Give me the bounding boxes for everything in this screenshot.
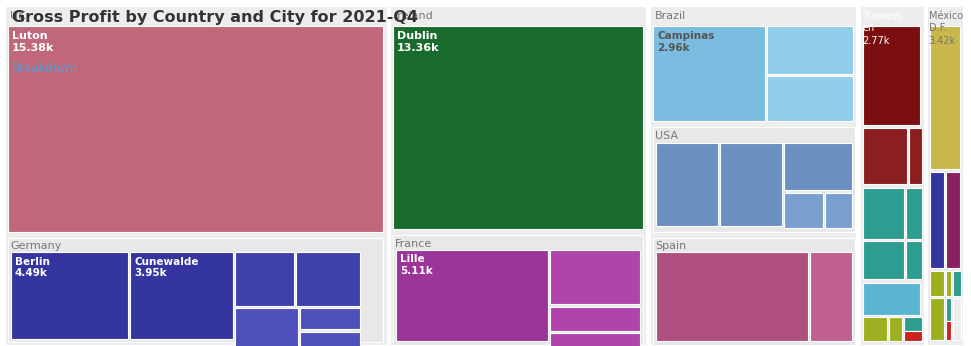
Bar <box>393 26 644 229</box>
Bar <box>863 318 887 341</box>
Bar <box>930 172 944 267</box>
Bar <box>946 172 959 267</box>
Bar <box>5 6 386 345</box>
Bar <box>863 283 920 315</box>
Bar <box>653 238 855 345</box>
Text: Tsawass-
en
2.77k: Tsawass- en 2.77k <box>862 11 905 46</box>
Bar <box>930 26 959 169</box>
Bar <box>767 76 854 121</box>
Bar <box>953 299 960 321</box>
Bar <box>904 330 921 341</box>
Text: UK: UK <box>10 11 25 21</box>
Bar <box>909 128 921 184</box>
Bar <box>296 252 360 306</box>
Bar <box>396 250 548 341</box>
Text: Gross Profit by Country and City for 2021-Q4: Gross Profit by Country and City for 202… <box>12 10 418 25</box>
Text: México
D.F.
3.42k: México D.F. 3.42k <box>928 11 963 46</box>
Bar <box>953 321 960 340</box>
Bar <box>389 6 647 345</box>
Bar <box>653 127 855 232</box>
Text: Breakdown: Breakdown <box>12 62 78 75</box>
Bar <box>863 188 904 239</box>
Bar <box>651 6 856 345</box>
Bar <box>550 250 641 304</box>
Bar <box>656 252 809 341</box>
Bar <box>130 252 233 339</box>
Bar <box>550 333 641 346</box>
Bar <box>784 193 823 228</box>
Text: Ireland: Ireland <box>395 11 433 21</box>
Bar <box>811 252 853 341</box>
Bar <box>393 235 644 345</box>
Bar <box>656 143 718 226</box>
Text: Cunewalde
3.95k: Cunewalde 3.95k <box>134 257 199 279</box>
Text: Berlin
4.49k: Berlin 4.49k <box>15 257 50 279</box>
Bar <box>946 299 951 321</box>
Bar <box>930 299 944 340</box>
Bar <box>767 26 854 74</box>
Bar <box>906 188 921 239</box>
Bar <box>784 143 853 190</box>
Text: Germany: Germany <box>10 242 61 251</box>
Bar <box>653 26 765 121</box>
Bar <box>906 242 921 280</box>
Bar <box>904 318 921 330</box>
Bar <box>720 143 782 226</box>
Text: Lille
5.11k: Lille 5.11k <box>400 254 432 276</box>
Bar <box>953 271 960 296</box>
Text: Brazil: Brazil <box>655 11 686 21</box>
Bar <box>946 271 951 296</box>
Bar <box>930 271 944 296</box>
Text: Campinas
2.96k: Campinas 2.96k <box>657 31 715 53</box>
Bar <box>11 252 128 339</box>
Bar <box>863 26 920 125</box>
Bar <box>235 252 294 306</box>
Bar <box>825 193 853 228</box>
Bar <box>8 26 383 232</box>
Bar <box>863 128 907 184</box>
Text: Luton
15.38k: Luton 15.38k <box>12 31 54 53</box>
Text: USA: USA <box>655 131 679 141</box>
Bar <box>946 321 951 340</box>
Bar <box>300 308 360 329</box>
Text: France: France <box>395 239 432 249</box>
Text: Spain: Spain <box>655 242 686 251</box>
Bar <box>8 238 383 343</box>
Text: Dublin
13.36k: Dublin 13.36k <box>397 31 439 53</box>
Bar <box>300 332 360 346</box>
Bar <box>889 318 902 341</box>
Bar <box>860 6 923 345</box>
Bar <box>235 308 298 346</box>
Bar <box>863 242 904 280</box>
Bar <box>550 307 641 330</box>
Bar <box>926 6 962 345</box>
